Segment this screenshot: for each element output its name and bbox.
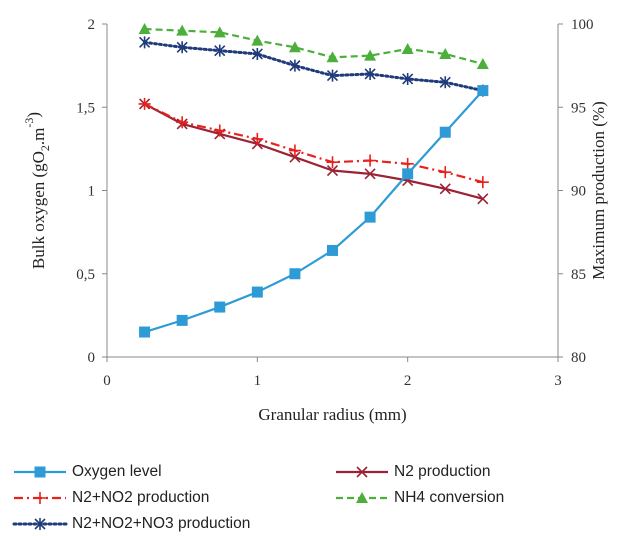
chart: 0 1 2 3 0 0,5 1 1,5 2 80 85 90 95 100 Granular radius… [22, 17, 608, 424]
legend-item-n2-no2-production: N2+NO2 production [12, 487, 209, 509]
series-line [144, 89, 484, 334]
series-n2-production [139, 98, 489, 205]
data-point [439, 76, 451, 89]
y-right-tick-label: 95 [571, 100, 586, 116]
legend-label: N2+NO2+NO3 production [72, 515, 251, 532]
data-point [439, 47, 452, 59]
series-line [144, 102, 484, 200]
data-point [364, 67, 376, 80]
series-n2-no2-no3-production [139, 36, 489, 97]
legend-item-n2-no2-no3-production: N2+NO2+NO3 production [12, 513, 250, 535]
data-point [477, 85, 489, 97]
data-point [213, 124, 226, 137]
y-left-tick-label: 0 [88, 350, 96, 366]
data-point [289, 151, 301, 163]
legend-swatch-marker [34, 466, 46, 478]
data-point [288, 41, 301, 53]
series-line [143, 40, 485, 93]
data-point [439, 166, 452, 179]
legend-item-nh4-conversion: NH4 conversion [334, 487, 504, 509]
y-right-tick-label: 80 [571, 350, 586, 366]
legend-label: NH4 conversion [394, 489, 505, 506]
data-point [251, 286, 263, 298]
data-point [326, 51, 339, 63]
data-point [326, 164, 339, 177]
legend-swatch [12, 518, 68, 530]
data-point [251, 132, 264, 145]
y-left-tick-label: 1,5 [76, 100, 95, 116]
x-tick-label: 2 [404, 373, 412, 389]
x-tick-label: 1 [254, 373, 262, 389]
legend-swatch [14, 492, 66, 504]
data-point [439, 126, 451, 138]
legend-label: N2+NO2 production [72, 489, 210, 506]
x-axis-title: Granular radius (mm) [258, 405, 406, 424]
y-right-tick-label: 85 [571, 267, 586, 283]
y-left-tick-label: 0,5 [76, 267, 95, 283]
data-point [214, 301, 226, 313]
data-point [476, 57, 489, 69]
legend-swatch-marker [34, 518, 46, 530]
data-point [364, 211, 376, 223]
data-point [213, 26, 226, 38]
legend-swatch-marker [356, 466, 368, 478]
data-point [326, 156, 339, 169]
legend-swatch [336, 466, 388, 478]
series-line [144, 27, 484, 66]
data-point [364, 168, 376, 180]
data-point [139, 36, 151, 49]
x-tick-label: 3 [554, 373, 562, 389]
ticks: 0 1 2 3 0 0,5 1 1,5 2 80 85 90 95 100 [76, 17, 593, 389]
data-point [288, 144, 301, 157]
y-right-tick-label: 100 [571, 17, 594, 33]
data-point [401, 42, 414, 54]
data-point [327, 244, 338, 256]
data-point [364, 154, 377, 167]
x-tick-label: 0 [103, 373, 111, 389]
data-point [251, 34, 264, 46]
data-point [176, 24, 189, 36]
data-point [401, 157, 414, 170]
data-point [477, 193, 489, 205]
data-point [439, 183, 451, 195]
series-line [144, 102, 484, 184]
data-point [138, 97, 151, 110]
data-point [326, 69, 339, 82]
y-right-tick-label: 90 [571, 184, 586, 200]
data-point [364, 49, 377, 61]
data-point [176, 41, 188, 54]
y-axis-left-title: Bulk oxygen (gO2.m-3) [22, 112, 52, 269]
data-point [289, 268, 301, 280]
series-n2-no2-production [138, 97, 489, 189]
data-point [176, 314, 188, 326]
data-point [476, 176, 489, 189]
series-layer [138, 22, 489, 338]
y-left-tick-label: 2 [88, 17, 96, 33]
series-oxygen-level [139, 85, 489, 338]
legend-swatch-marker [34, 492, 46, 504]
data-point [176, 116, 189, 129]
data-point [139, 326, 151, 338]
legend-swatch [336, 492, 388, 503]
data-point [138, 22, 151, 34]
legend-label: Oxygen level [72, 463, 162, 480]
series-nh4-conversion [138, 22, 489, 69]
data-point [251, 47, 263, 60]
legend-swatch-marker [356, 492, 368, 503]
legend-label: N2 production [394, 463, 491, 480]
legend-item-oxygen-level: Oxygen level [12, 461, 162, 483]
legend-item-n2-production: N2 production [334, 461, 491, 483]
data-point [402, 168, 414, 180]
data-point [214, 44, 226, 57]
legend-swatch [14, 466, 66, 478]
y-left-tick-label: 1 [88, 184, 96, 200]
y-axis-right-title: Maximum production (%) [589, 101, 608, 279]
data-point [289, 59, 301, 72]
data-point [402, 72, 414, 85]
legend: Oxygen level N2 production N2+NO2 producti… [0, 455, 626, 536]
